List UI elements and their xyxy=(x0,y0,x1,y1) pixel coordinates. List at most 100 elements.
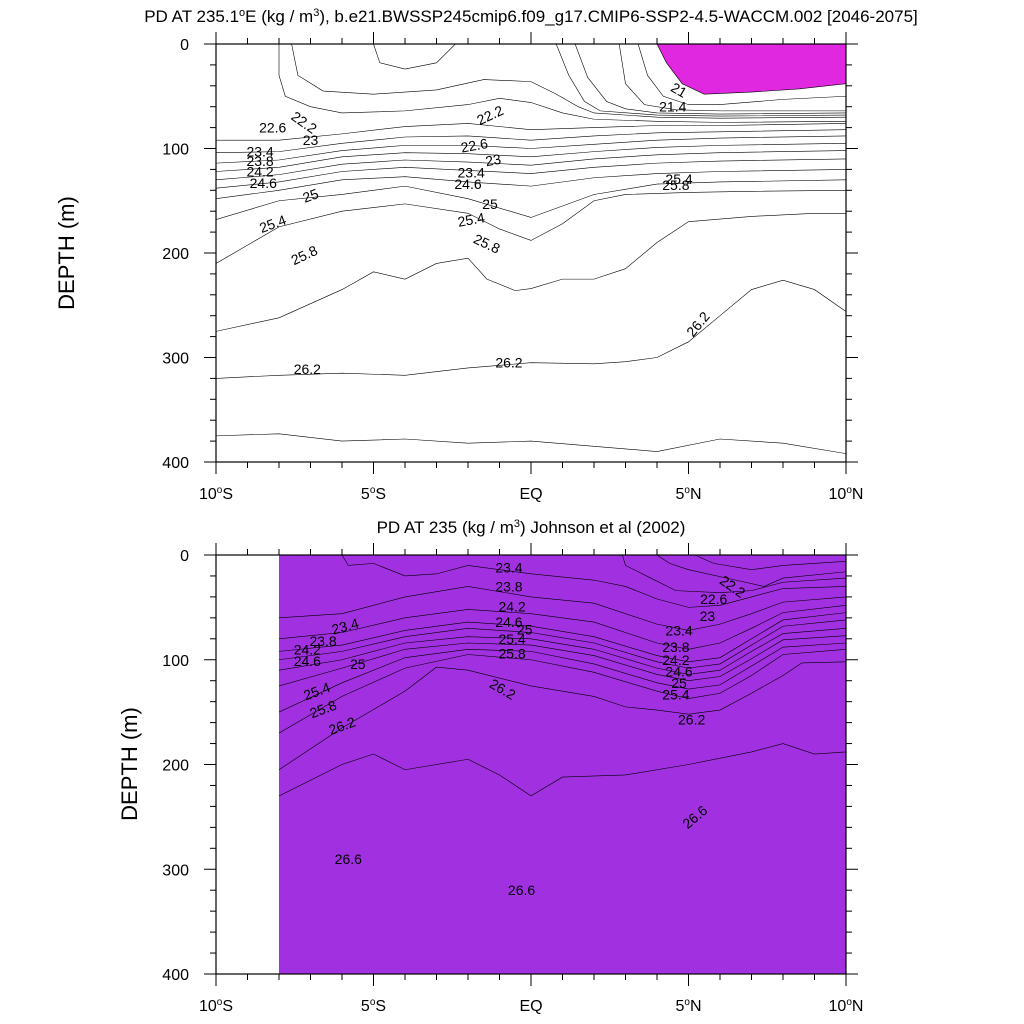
contour-line-19 xyxy=(216,44,846,95)
contour-line-26-6 xyxy=(216,433,846,454)
contour-label: 24.6 xyxy=(665,663,692,679)
contour-label: 24.6 xyxy=(454,176,481,192)
bottom-panel-contour-lines xyxy=(279,555,846,797)
contour-label: 24.6 xyxy=(250,175,277,191)
x-tick-label: 10oS xyxy=(199,997,233,1015)
bottom-panel-y-tick-labels: 0 100 200 300 400 xyxy=(162,548,189,984)
contour-label: 23.4 xyxy=(495,560,522,576)
contour-line-24-2 xyxy=(279,619,846,669)
x-tick-label: EQ xyxy=(519,486,542,503)
x-tick-label: 5oS xyxy=(361,485,386,503)
bottom-panel-contour-fills xyxy=(279,555,846,974)
y-tick-label: 300 xyxy=(162,351,189,368)
contour-line-25 xyxy=(216,179,846,220)
contour-label: 23.4 xyxy=(330,615,361,638)
contour-line-23 xyxy=(279,586,846,631)
contour-label: 25.4 xyxy=(662,686,689,702)
contour-label: 25 xyxy=(517,621,533,637)
contour-line-25-8 xyxy=(279,648,846,734)
contour-line-26-2 xyxy=(216,279,846,379)
contour-label: 25 xyxy=(300,185,320,205)
contour-label: 23.4 xyxy=(246,144,273,160)
contour-line-20-2 xyxy=(216,44,846,115)
bottom-panel-title: PD AT 235 (kg / m3) Johnson et al (2002) xyxy=(377,518,686,537)
x-tick-label: 10oS xyxy=(199,485,233,503)
contour-line-23-8 xyxy=(279,612,846,663)
contour-line-21-8 xyxy=(279,555,846,587)
contour-line-22-2 xyxy=(216,123,846,141)
contour-line-26-6 xyxy=(279,743,846,797)
contour-fill-19 xyxy=(216,44,846,462)
contour-line-24-6 xyxy=(216,169,846,199)
contour-label: 23.8 xyxy=(309,633,336,649)
x-tick-label: 5oN xyxy=(675,997,701,1015)
contour-label: 23 xyxy=(700,608,716,624)
y-tick-label: 200 xyxy=(162,246,189,263)
contour-label: 26.6 xyxy=(508,882,535,898)
contour-line-23 xyxy=(216,135,846,164)
y-tick-label: 0 xyxy=(180,37,189,54)
contour-label: 25 xyxy=(671,675,687,691)
bottom-panel: PD AT 235 (kg / m3) Johnson et al (2002)… xyxy=(117,518,863,1015)
top-panel-contour-lines xyxy=(216,44,846,454)
contour-label: 24.6 xyxy=(495,614,522,630)
contour-label: 21.4 xyxy=(659,99,686,115)
contour-label: 24.2 xyxy=(294,641,321,657)
bottom-panel-x-tick-labels: 10oS 5oS EQ 5oN 10oN xyxy=(199,997,863,1015)
contour-line-25-8 xyxy=(216,212,846,332)
y-tick-label: 400 xyxy=(162,455,189,472)
y-tick-label: 300 xyxy=(162,862,189,879)
contour-line-21 xyxy=(216,44,846,117)
contour-line-22-2 xyxy=(279,555,846,594)
contour-line-22-6 xyxy=(279,555,846,608)
contour-label: 25.4 xyxy=(456,209,486,230)
contour-line-23-4 xyxy=(279,604,846,650)
contour-label: 22.6 xyxy=(459,135,489,156)
x-tick-label: 10oN xyxy=(829,485,864,503)
contour-label: 23.4 xyxy=(665,622,692,638)
contour-label: 26.6 xyxy=(335,851,362,867)
top-panel: PD AT 235.1oE (kg / m3), b.e21.BWSSP245c… xyxy=(54,7,918,503)
contour-line-22-6 xyxy=(216,129,846,153)
y-tick-label: 0 xyxy=(180,548,189,565)
contour-label: 25 xyxy=(482,196,498,212)
contour-label: 24.2 xyxy=(246,163,273,179)
contour-line-19-8 xyxy=(216,44,846,112)
contour-label: 21 xyxy=(668,79,690,101)
contour-label: 25 xyxy=(350,656,366,672)
contour-label: 23.8 xyxy=(662,639,689,655)
contour-fill-21 xyxy=(279,555,846,974)
x-tick-label: 5oS xyxy=(361,997,386,1015)
contour-line-26-2 xyxy=(279,661,846,770)
contour-label: 23.8 xyxy=(495,578,522,594)
contour-label: 22.6 xyxy=(700,591,727,607)
contour-label: 25.4 xyxy=(665,171,692,187)
x-tick-label: EQ xyxy=(519,998,542,1015)
x-tick-label: 5oN xyxy=(675,485,701,503)
contour-label: 23.8 xyxy=(246,153,273,169)
contour-label: 24.2 xyxy=(662,652,689,668)
contour-line-19-4 xyxy=(216,44,846,105)
contour-label: 24.6 xyxy=(294,653,321,669)
contour-line-24-2 xyxy=(216,158,846,189)
contour-label: 25.8 xyxy=(662,177,689,193)
contour-label: 23 xyxy=(484,151,502,169)
contour-label: 23 xyxy=(303,132,319,148)
contour-line-23-4 xyxy=(216,142,846,172)
bottom-panel-y-axis-label: DEPTH (m) xyxy=(117,707,142,821)
x-tick-label: 10oN xyxy=(829,997,864,1015)
contour-line-23-8 xyxy=(216,150,846,181)
y-tick-label: 400 xyxy=(162,967,189,984)
contour-label: 23.4 xyxy=(458,165,485,181)
contour-label: 26.2 xyxy=(678,711,705,727)
contour-line-21-8 xyxy=(216,44,846,123)
contour-label: 25.4 xyxy=(498,631,525,647)
contour-label: 26.2 xyxy=(495,355,522,371)
contour-line-21-4 xyxy=(216,44,846,119)
contour-line-25 xyxy=(279,635,846,687)
contour-label: 26.2 xyxy=(294,361,321,377)
top-panel-x-tick-labels: 10oS 5oS EQ 5oN 10oN xyxy=(199,485,863,503)
contour-line-24-6 xyxy=(279,628,846,675)
y-tick-label: 200 xyxy=(162,758,189,775)
